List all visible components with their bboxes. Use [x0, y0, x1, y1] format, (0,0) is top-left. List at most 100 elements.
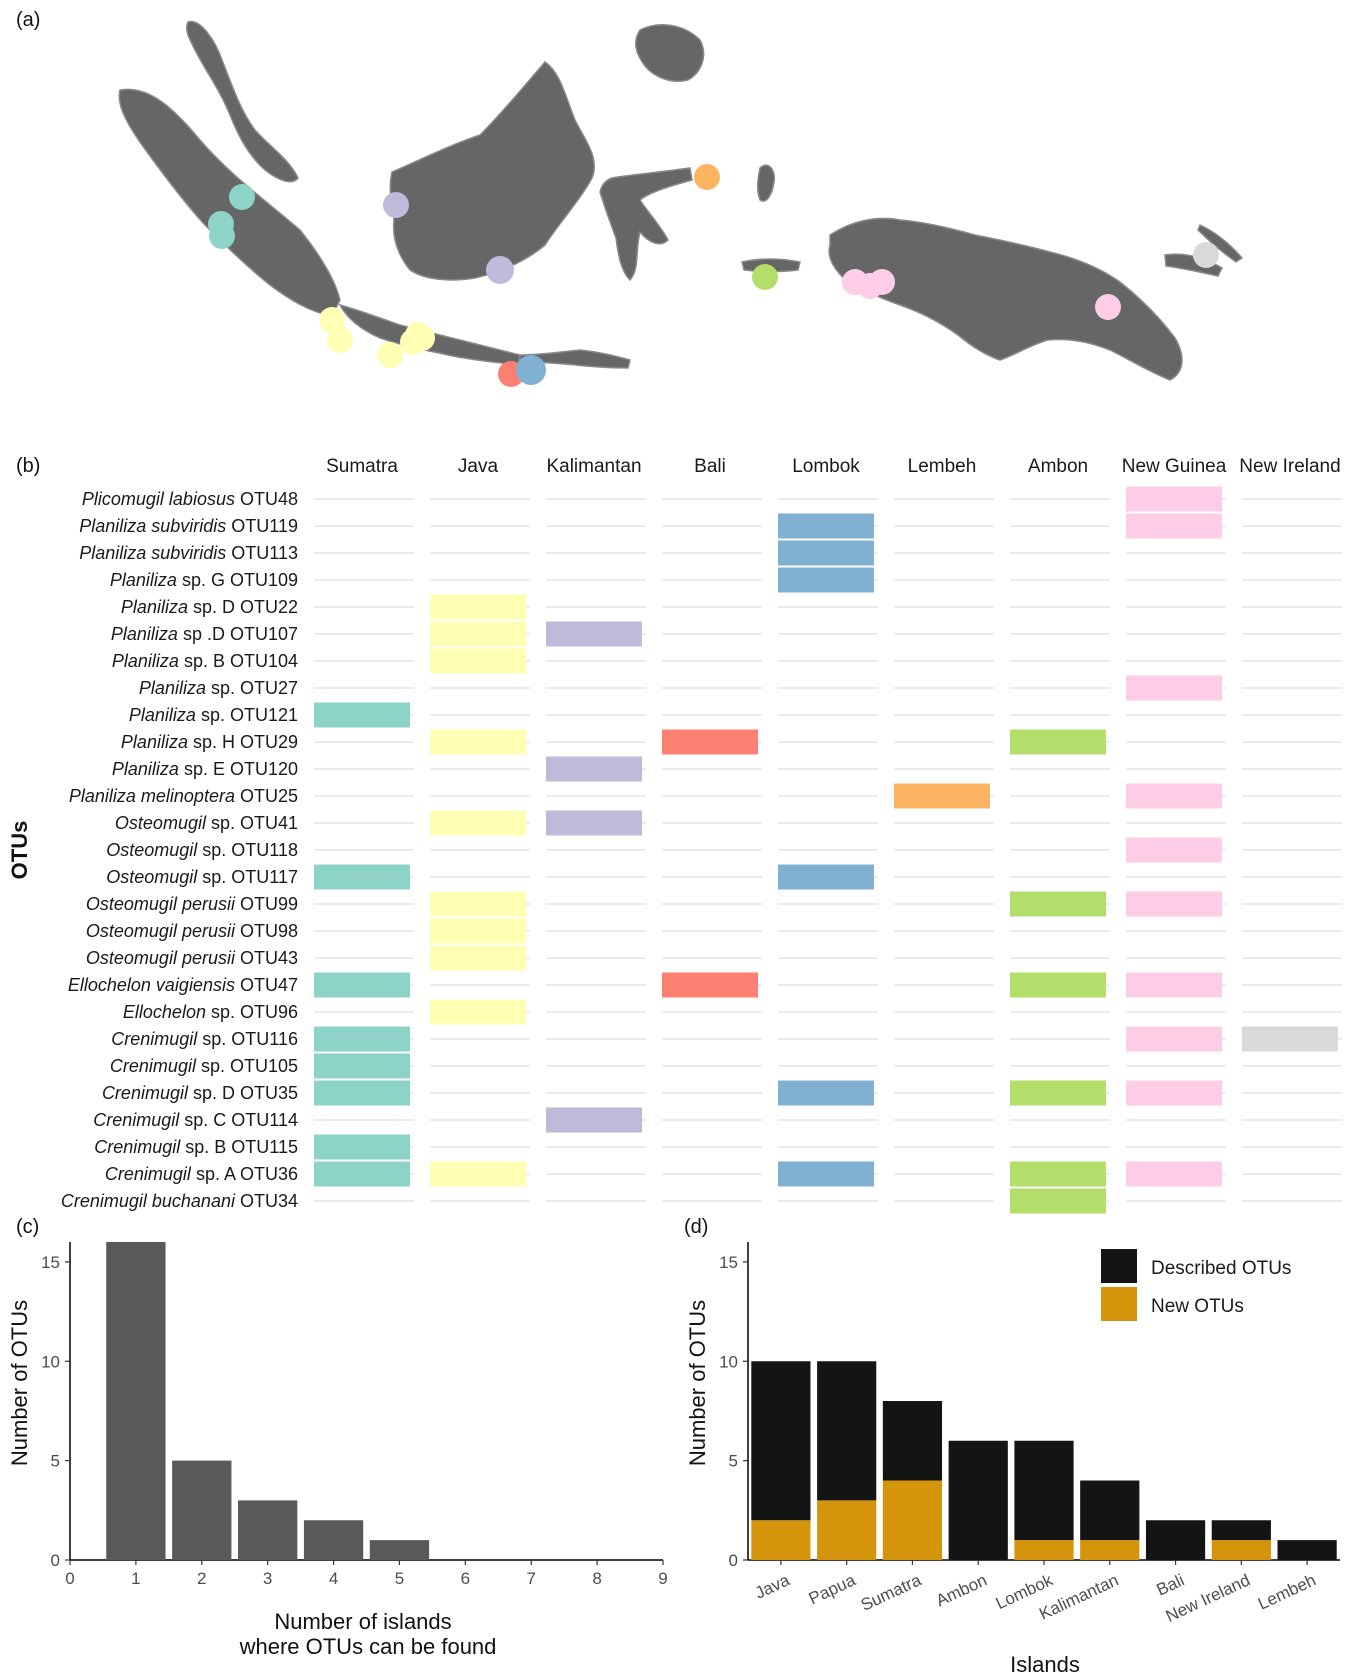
cell-new-guinea	[1126, 1080, 1222, 1106]
otu-id: OTU99	[235, 894, 298, 914]
otu-label: Ellochelon sp. OTU96	[123, 1002, 298, 1022]
cell-ambon	[1010, 891, 1106, 917]
otu-id: sp. OTU105	[196, 1056, 298, 1076]
site-kalimantan	[486, 256, 514, 284]
island-header-bali: Bali	[694, 456, 726, 477]
cell-new-guinea	[1126, 675, 1222, 701]
c-x-tick-label: 9	[658, 1569, 667, 1588]
cell-ambon	[1010, 1188, 1106, 1214]
cell-lombok	[778, 540, 874, 566]
otu-label: Osteomugil sp. OTU117	[106, 867, 298, 887]
island-new-ireland	[1197, 223, 1244, 263]
cell-kalimantan	[546, 621, 642, 647]
site-new-guinea	[869, 269, 895, 295]
d-bar-described	[948, 1440, 1008, 1560]
c-x-tick-label: 0	[65, 1569, 74, 1588]
otu-label: Planiliza sp. B OTU104	[112, 651, 298, 671]
cell-ambon	[1010, 1080, 1106, 1106]
cell-java	[430, 945, 526, 971]
otu-label: Planiliza subviridis OTU113	[79, 543, 298, 563]
otu-genus: Osteomugil perusii	[86, 921, 236, 941]
otu-id: sp. OTU118	[197, 840, 298, 860]
otu-genus: Planiliza	[139, 678, 206, 698]
cell-new-guinea	[1126, 891, 1222, 917]
legend-swatch-new	[1101, 1287, 1137, 1321]
d-bar-new	[1080, 1540, 1140, 1560]
d-bar-new	[882, 1480, 943, 1560]
cell-sumatra	[314, 1026, 410, 1052]
otu-label: Crenimugil sp. A OTU36	[105, 1164, 298, 1184]
otu-label: Planiliza sp. D OTU22	[121, 597, 298, 617]
cell-java	[430, 729, 526, 755]
c-bar	[172, 1460, 232, 1560]
cell-sumatra	[314, 1161, 410, 1187]
otu-genus: Planiliza	[112, 759, 179, 779]
cell-sumatra	[314, 864, 410, 890]
cell-lombok	[778, 513, 874, 539]
island-mindanao	[634, 24, 705, 82]
otu-genus: Planiliza	[121, 732, 188, 752]
otu-id: sp .D OTU107	[178, 624, 298, 644]
otu-label: Osteomugil perusii OTU98	[86, 921, 298, 941]
d-bar-new	[1014, 1540, 1074, 1560]
cell-new-guinea	[1126, 837, 1222, 863]
otu-genus: Planiliza	[112, 651, 179, 671]
d-bar-described	[1145, 1520, 1206, 1560]
site-java	[400, 329, 426, 355]
otu-label: Crenimugil buchanani OTU34	[61, 1191, 298, 1211]
island-header-new-ireland: New Ireland	[1239, 456, 1340, 477]
d-x-tick-label: Java	[752, 1570, 793, 1603]
c-x-tick-label: 1	[131, 1569, 140, 1588]
otu-genus: Planiliza subviridis	[79, 516, 226, 536]
site-java	[377, 342, 403, 368]
site-java	[327, 327, 353, 353]
panel-d-bars	[751, 1361, 1337, 1560]
cell-lombok	[778, 567, 874, 593]
panel-c-bars	[106, 1242, 430, 1560]
otu-id: OTU34	[235, 1191, 298, 1211]
otu-genus: Osteomugil	[106, 867, 198, 887]
otu-id: sp. D OTU35	[188, 1083, 298, 1103]
otu-id: sp. OTU27	[206, 678, 298, 698]
otu-label: Planiliza sp. G OTU109	[110, 570, 298, 590]
c-x-tick-label: 2	[197, 1569, 206, 1588]
presence-cells	[314, 486, 1338, 1214]
otu-genus: Planiliza melinoptera	[69, 786, 235, 806]
cell-ambon	[1010, 972, 1106, 998]
otu-genus: Planiliza	[121, 597, 188, 617]
otu-id: OTU119	[226, 516, 298, 536]
island-header-lembeh: Lembeh	[908, 456, 977, 477]
otu-genus: Crenimugil	[111, 1029, 198, 1049]
site-sumatra	[229, 184, 255, 210]
cell-ambon	[1010, 729, 1106, 755]
cell-sumatra	[314, 972, 410, 998]
panel-a-label: (a)	[16, 9, 40, 31]
otu-id: sp. OTU117	[197, 867, 298, 887]
cell-java	[430, 918, 526, 944]
d-bar-described	[751, 1361, 811, 1521]
otu-genus: Planiliza	[129, 705, 196, 725]
otu-id: OTU113	[226, 543, 298, 563]
site-kalimantan	[383, 192, 409, 218]
otu-id: OTU98	[235, 921, 298, 941]
c-x-tick-label: 8	[592, 1569, 601, 1588]
panel-b-otu-grid: (b) OTUs Sumatra Java Kalimantan Bali Lombok…	[7, 455, 1342, 1214]
landmasses	[118, 20, 1244, 381]
cell-kalimantan	[546, 756, 642, 782]
otu-label: Planiliza melinoptera OTU25	[69, 786, 298, 806]
cell-new-guinea	[1126, 783, 1222, 809]
otu-id: sp. OTU116	[197, 1029, 298, 1049]
d-y-tick-label: 0	[729, 1551, 738, 1570]
otu-label: Planiliza subviridis OTU119	[79, 516, 298, 536]
otu-id: sp. B OTU115	[180, 1137, 298, 1157]
island-header-sumatra: Sumatra	[326, 456, 398, 477]
panel-c-xlabel-line1: Number of islands	[274, 1609, 451, 1634]
panel-b-label: (b)	[16, 455, 40, 477]
cell-sumatra	[314, 1080, 410, 1106]
otu-id: sp. OTU121	[196, 705, 298, 725]
otu-id: sp. C OTU114	[179, 1110, 298, 1130]
cell-lombok	[778, 1161, 874, 1187]
panel-c-axes: 0 5 10 15 0 1 2 3 4 5 6 7 8 9	[41, 1242, 668, 1588]
otu-genus: Ellochelon vaigiensis	[68, 975, 235, 995]
